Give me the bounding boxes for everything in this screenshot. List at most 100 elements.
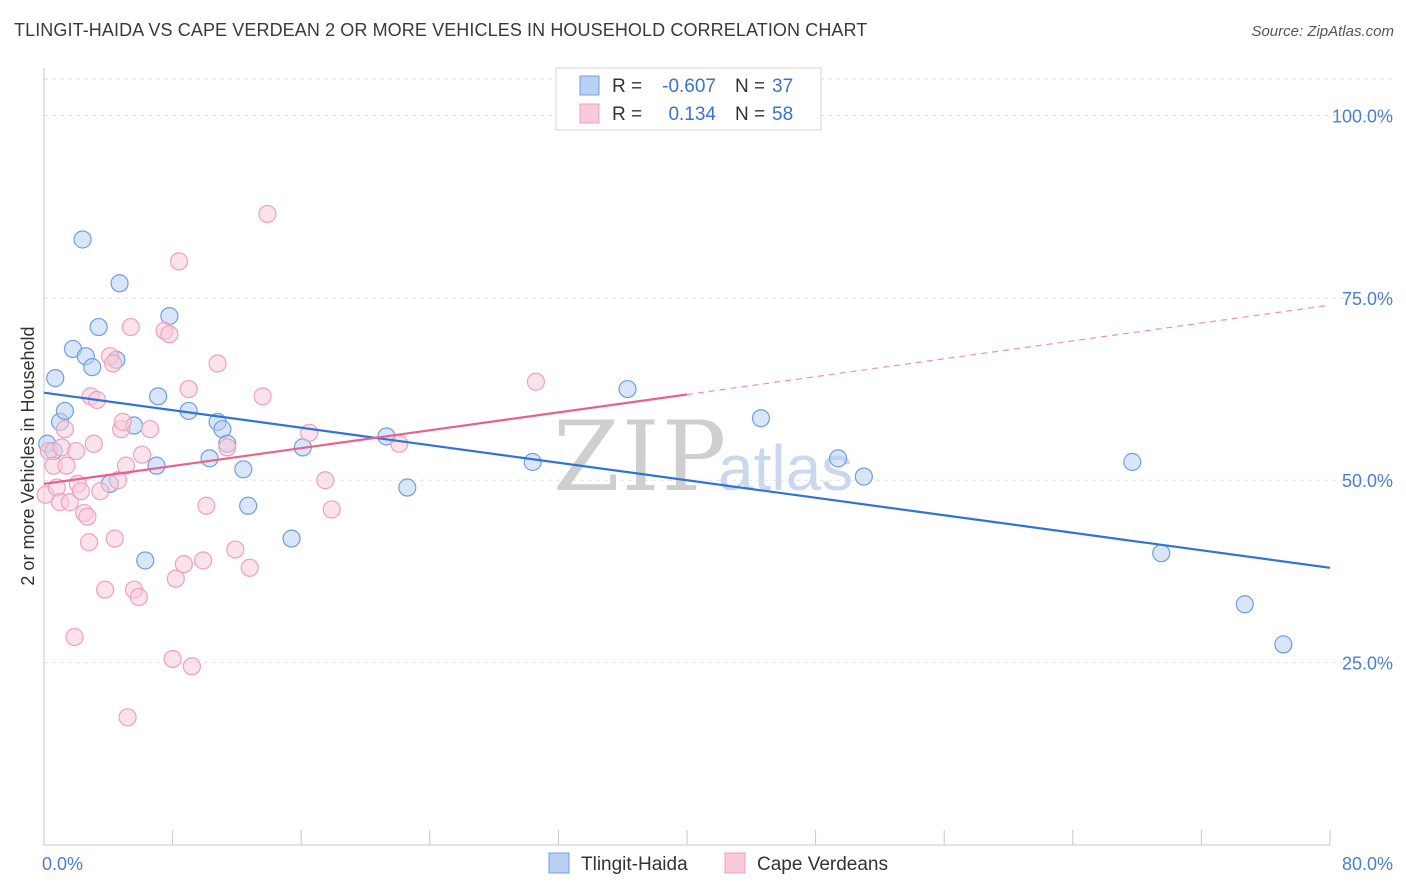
point-cape-verdean	[208, 354, 227, 373]
legend-r-value-2: 0.134	[668, 104, 716, 125]
point-cape-verdean	[174, 555, 193, 574]
point-cape-verdean	[258, 204, 277, 224]
point-cape-verdean	[316, 471, 335, 490]
legend-swatch-cape	[579, 103, 600, 124]
point-cape-verdean	[390, 434, 409, 453]
point-tlingit-haida	[1152, 544, 1171, 563]
point-cape-verdean	[322, 500, 341, 519]
legend-n-value-2: 58	[772, 104, 793, 125]
point-tlingit-haida	[282, 529, 301, 548]
series-legend-swatch-tlingit	[548, 852, 570, 874]
series-legend-label-cape: Cape Verdeans	[757, 854, 888, 875]
point-cape-verdean	[105, 529, 124, 548]
y-axis-tick-labels: 25.0% 50.0% 75.0% 100.0%	[1332, 106, 1393, 673]
point-tlingit-haida	[523, 452, 542, 472]
point-cape-verdean	[108, 471, 128, 490]
point-tlingit-haida	[136, 551, 155, 570]
point-tlingit-haida	[1123, 452, 1142, 472]
trend-line-tlingit-haida	[43, 391, 1331, 569]
point-cape-verdean	[132, 445, 152, 464]
point-cape-verdean	[78, 507, 97, 526]
point-tlingit-haida	[73, 230, 92, 249]
point-tlingit-haida	[46, 369, 65, 388]
point-cape-verdean	[79, 533, 99, 552]
point-cape-verdean	[91, 482, 110, 501]
point-cape-verdean	[218, 438, 237, 457]
point-tlingit-haida	[1274, 635, 1293, 654]
legend-swatch-tlingit	[579, 75, 600, 96]
legend-n-label-1: N =	[735, 76, 765, 97]
point-cape-verdean	[160, 325, 179, 344]
point-cape-verdean	[253, 387, 272, 406]
point-cape-verdean	[169, 252, 189, 271]
point-cape-verdean	[113, 412, 132, 431]
point-cape-verdean	[60, 493, 79, 512]
point-tlingit-haida	[398, 478, 417, 497]
point-cape-verdean	[163, 649, 182, 669]
y-tick-label: 100.0%	[1332, 106, 1393, 126]
point-cape-verdean	[55, 420, 74, 439]
point-cape-verdean	[116, 456, 136, 475]
watermark-atlas: atlas	[718, 432, 853, 504]
point-cape-verdean	[526, 372, 545, 391]
point-tlingit-haida	[149, 387, 168, 406]
point-cape-verdean	[118, 708, 137, 727]
legend-n-value-1: 37	[772, 76, 793, 97]
point-tlingit-haida	[751, 409, 771, 428]
point-tlingit-haida	[83, 358, 102, 377]
source-credit: Source: ZipAtlas.com	[1251, 23, 1394, 40]
point-cape-verdean	[129, 587, 148, 607]
point-tlingit-haida	[89, 317, 108, 337]
point-cape-verdean	[65, 627, 84, 647]
series-legend-label-tlingit: Tlingit-Haida	[581, 854, 688, 875]
y-tick-label: 75.0%	[1342, 289, 1393, 309]
point-tlingit-haida	[234, 460, 253, 479]
point-tlingit-haida	[147, 456, 166, 475]
point-cape-verdean	[104, 354, 123, 373]
legend-n-label-2: N =	[735, 104, 765, 125]
legend-r-label-2: R =	[612, 104, 642, 125]
point-cape-verdean	[140, 420, 160, 439]
legend-box	[555, 67, 822, 131]
point-cape-verdean	[300, 423, 319, 442]
series-legend: Tlingit-Haida Cape Verdeans	[548, 852, 888, 875]
trend-line-cape-verdean-extension	[686, 304, 1331, 396]
point-tlingit-haida	[200, 449, 219, 468]
point-cape-verdean	[197, 496, 216, 515]
trend-lines	[43, 304, 1331, 569]
y-axis-title: 2 or more Vehicles in Household	[18, 326, 38, 585]
point-cape-verdean	[71, 482, 91, 501]
point-cape-verdean	[179, 379, 198, 399]
point-cape-verdean	[57, 456, 76, 475]
chart-title: TLINGIT-HAIDA VS CAPE VERDEAN 2 OR MORE …	[14, 20, 868, 40]
point-cape-verdean	[182, 657, 201, 676]
point-cape-verdean	[67, 441, 86, 461]
data-points	[36, 204, 1293, 727]
point-tlingit-haida	[829, 449, 848, 468]
correlation-legend: R = -0.607 N = 37 R = 0.134 N = 58	[555, 67, 822, 131]
y-tick-label: 25.0%	[1342, 654, 1393, 674]
series-legend-swatch-cape	[724, 852, 746, 874]
x-axis-ticks	[172, 830, 1331, 845]
point-tlingit-haida	[110, 274, 129, 293]
point-tlingit-haida	[1235, 595, 1254, 614]
point-cape-verdean	[194, 551, 213, 570]
trend-line-cape-verdean	[43, 393, 688, 485]
point-cape-verdean	[84, 434, 103, 453]
watermark-zip: ZIP	[553, 401, 728, 513]
point-cape-verdean	[226, 540, 245, 559]
y-tick-label: 50.0%	[1342, 471, 1393, 491]
point-cape-verdean	[121, 317, 140, 337]
point-cape-verdean	[95, 580, 115, 599]
point-tlingit-haida	[618, 379, 637, 399]
x-tick-label-min: 0.0%	[42, 854, 83, 874]
legend-r-value-1: -0.607	[662, 76, 716, 97]
point-tlingit-haida	[55, 401, 74, 421]
point-cape-verdean	[166, 569, 185, 588]
legend-r-label-1: R =	[612, 76, 642, 97]
point-cape-verdean	[240, 558, 259, 577]
point-tlingit-haida	[854, 467, 873, 486]
x-tick-label-max: 80.0%	[1342, 854, 1393, 874]
point-tlingit-haida	[239, 496, 258, 515]
